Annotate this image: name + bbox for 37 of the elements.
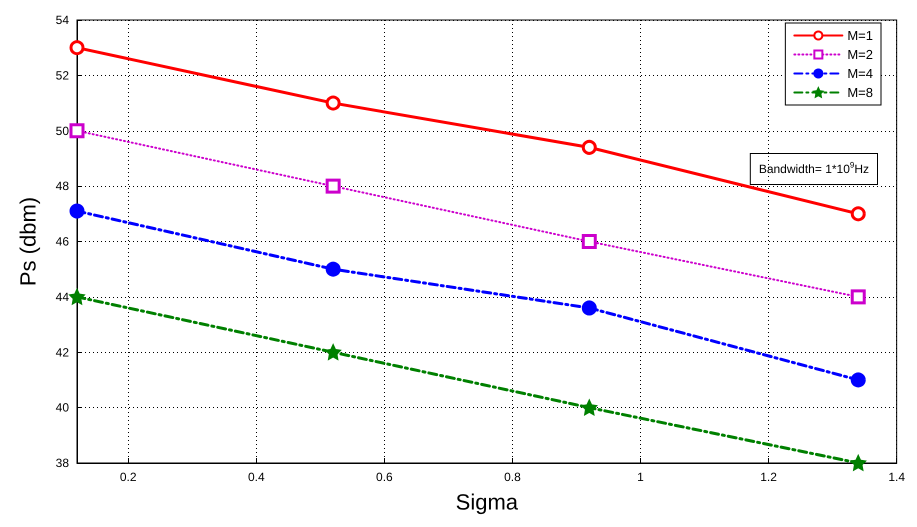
y-tick-label: 50 [56, 124, 70, 138]
point [326, 178, 341, 194]
y-tick-label: 38 [56, 456, 70, 470]
point [582, 140, 597, 155]
point [70, 204, 84, 219]
y-axis-title: Ps (dbm) [16, 196, 40, 286]
point [850, 372, 866, 388]
legend-label: M=8 [847, 85, 874, 100]
legend-label: M=4 [847, 66, 874, 81]
point [850, 289, 866, 304]
y-tick-label: 44 [56, 290, 70, 304]
point [70, 290, 84, 304]
x-tick-label: 0.6 [376, 470, 394, 484]
x-axis-title: Sigma [456, 490, 519, 514]
y-tick-label: 42 [56, 345, 70, 360]
x-tick-label: 0.2 [120, 470, 137, 484]
point [326, 345, 340, 360]
point [582, 234, 597, 249]
point [326, 96, 341, 111]
point [850, 206, 866, 222]
y-tick-label: 40 [56, 400, 70, 415]
y-tick-label: 46 [56, 234, 70, 248]
legend-label: M=2 [847, 47, 874, 62]
x-tick-label: 1 [637, 470, 644, 484]
y-tick-label: 54 [56, 13, 70, 27]
y-tick-label: 52 [56, 68, 70, 82]
x-tick-label: 0.8 [504, 470, 522, 484]
point [326, 262, 341, 277]
point [582, 300, 597, 316]
x-tick-label: 0.4 [248, 470, 265, 484]
point [70, 123, 84, 138]
point [582, 400, 596, 415]
x-tick-label: 1.4 [888, 470, 906, 484]
point [70, 40, 84, 56]
x-tick-label: 1.2 [760, 470, 778, 484]
legend-label: M=1 [847, 28, 874, 43]
y-tick-label: 48 [56, 179, 70, 194]
